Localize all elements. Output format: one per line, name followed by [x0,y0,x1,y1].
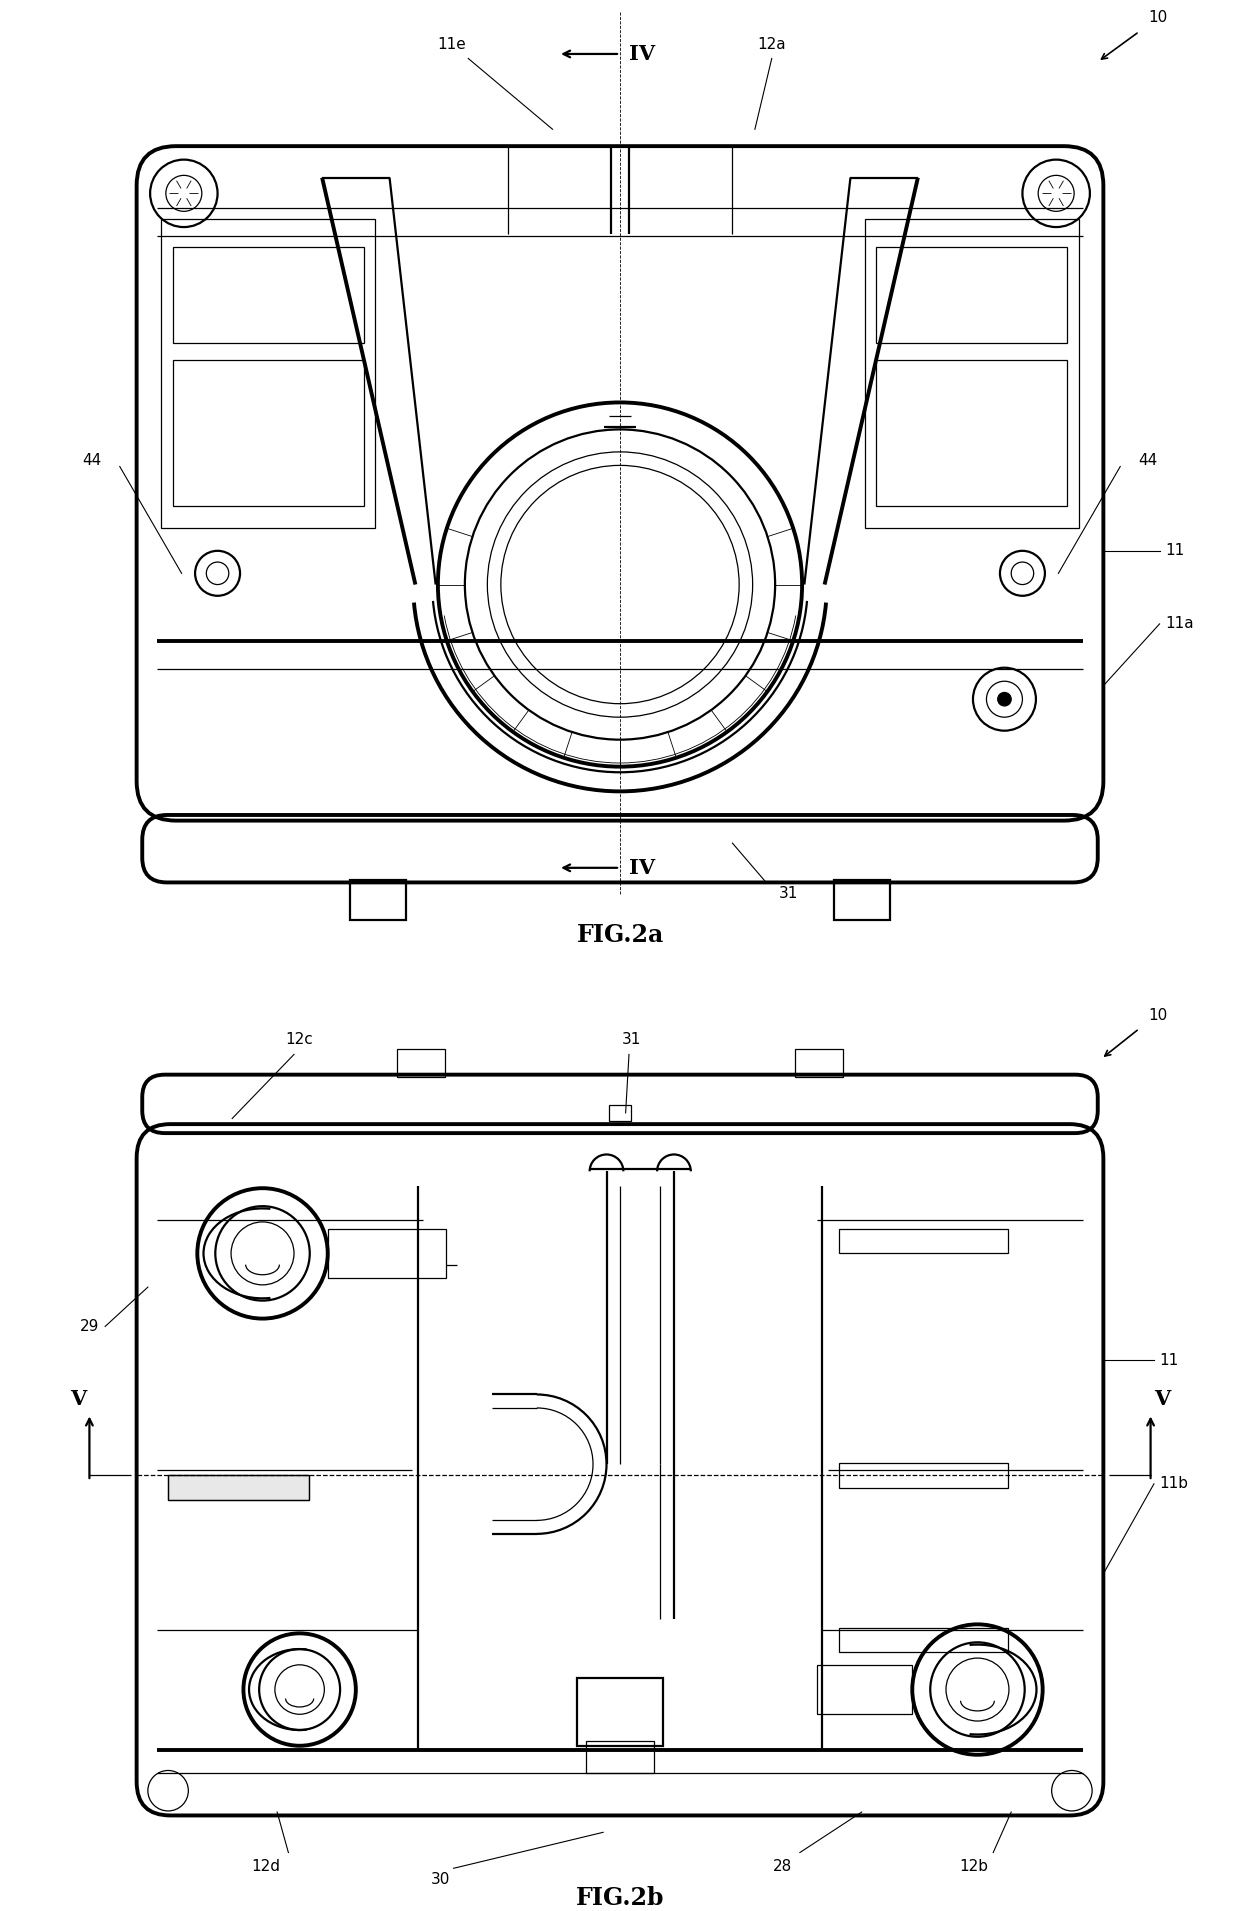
Text: 12b: 12b [960,1859,988,1873]
Text: 31: 31 [621,1032,641,1047]
Text: 11a: 11a [1166,617,1194,631]
Text: 29: 29 [79,1319,99,1334]
Bar [609,1105,631,1120]
Bar [161,220,374,527]
Bar [839,1464,1008,1489]
Bar [578,1678,662,1747]
Bar [839,1229,1008,1254]
Bar [169,1475,309,1500]
Bar [866,220,1079,527]
Text: FIG.2a: FIG.2a [577,923,663,948]
Text: 44: 44 [1138,453,1158,468]
Text: 12d: 12d [252,1859,280,1873]
Bar [795,1049,842,1078]
Text: FIG.2b: FIG.2b [575,1886,665,1909]
Bar [877,247,1068,342]
Text: 11e: 11e [436,38,466,52]
Bar [172,359,363,506]
Text: 11b: 11b [1159,1477,1189,1491]
Text: 12c: 12c [285,1032,314,1047]
Text: IV: IV [629,858,655,877]
Bar [398,1049,445,1078]
Text: 28: 28 [774,1859,792,1873]
Text: 10: 10 [1148,10,1168,25]
Text: IV: IV [629,44,655,63]
Bar [587,1741,653,1773]
Text: V: V [69,1389,87,1408]
Text: 12a: 12a [758,38,786,52]
Text: 31: 31 [779,887,799,902]
Bar [172,247,363,342]
Bar [327,1229,445,1278]
Text: 11: 11 [1159,1353,1179,1368]
Circle shape [998,692,1011,705]
Text: 10: 10 [1148,1007,1168,1022]
Bar [833,881,890,919]
Bar [817,1664,913,1714]
Text: V: V [1153,1389,1171,1408]
Text: 44: 44 [82,453,102,468]
Bar [350,881,407,919]
Bar [169,1475,309,1500]
Bar [839,1628,1008,1653]
Text: 11: 11 [1166,543,1184,558]
Bar [877,359,1068,506]
Text: 30: 30 [430,1873,450,1886]
